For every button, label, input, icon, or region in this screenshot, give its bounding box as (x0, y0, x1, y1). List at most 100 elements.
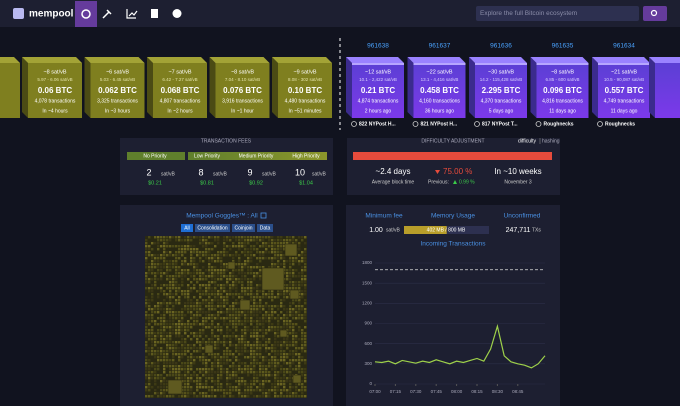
tx-square (247, 248, 250, 251)
tx-square (151, 317, 154, 320)
tx-square (145, 389, 148, 392)
fee-priority-label: Medium Priority (239, 153, 274, 159)
tx-square (277, 239, 280, 242)
tx-square (244, 350, 247, 353)
tx-square (184, 323, 187, 326)
tx-square (289, 275, 292, 278)
tx-square (274, 350, 277, 353)
tx-square (160, 245, 163, 248)
tx-square (205, 368, 208, 371)
tx-square (226, 311, 229, 314)
tx-square (181, 290, 184, 293)
tx-square (166, 332, 169, 335)
tx-square (271, 236, 274, 239)
tx-square (238, 323, 241, 326)
tx-square (292, 242, 295, 245)
tx-square (184, 374, 187, 377)
tx-square (304, 350, 307, 353)
tx-square (181, 365, 184, 368)
tx-square (178, 284, 181, 287)
tx-square (211, 287, 214, 290)
tx-square (241, 383, 244, 386)
tx-square (202, 251, 205, 254)
x-tick-label: 08:15 (471, 389, 483, 394)
tx-square (262, 335, 265, 338)
tx-square (220, 287, 223, 290)
brand[interactable]: mempool (29, 9, 74, 20)
tx-square (220, 359, 223, 362)
tx-square (193, 236, 196, 239)
tx-square (208, 389, 211, 392)
tx-square (208, 242, 211, 245)
nav-docs[interactable] (151, 9, 158, 18)
tx-square (217, 356, 220, 359)
tx-square (226, 251, 229, 254)
tx-square (265, 380, 268, 383)
tx-square (163, 386, 166, 389)
tx-square (190, 263, 193, 266)
tx-square (148, 254, 151, 257)
tx-square (241, 311, 244, 314)
tx-square (304, 248, 307, 251)
tx-square (211, 236, 214, 239)
tx-square (214, 326, 217, 329)
tx-square (244, 368, 247, 371)
tx-square (208, 323, 211, 326)
tx-square (196, 248, 199, 251)
tx-square (253, 287, 256, 290)
tx-square (274, 359, 277, 362)
goggles-filter[interactable] (181, 224, 193, 232)
logo[interactable] (13, 8, 24, 19)
tx-square (202, 260, 205, 263)
tx-square (205, 254, 208, 257)
tx-square (292, 236, 295, 239)
goggles-filter[interactable] (195, 224, 230, 232)
tx-square (163, 248, 166, 251)
tx-square (304, 332, 307, 335)
nav-icon (81, 9, 91, 19)
tx-square (292, 395, 295, 398)
tx-square (223, 350, 226, 353)
search-input[interactable] (476, 6, 639, 21)
tx-square (160, 323, 163, 326)
goggles-filter[interactable] (232, 224, 255, 232)
tx-square (187, 395, 190, 398)
tx-square (304, 302, 307, 305)
tx-square (178, 245, 181, 248)
nav-mining[interactable] (102, 9, 112, 19)
tx-square (178, 326, 181, 329)
tx-square (253, 293, 256, 296)
block-fee-range: 8.08 - 302 sat/vB (288, 77, 322, 82)
tx-square (247, 284, 250, 287)
tx-square (181, 281, 184, 284)
tx-square (160, 287, 163, 290)
nav-dashboard-active[interactable] (75, 1, 97, 27)
tx-square (244, 332, 247, 335)
tx-square (283, 386, 286, 389)
tx-square (244, 344, 247, 347)
tx-square (247, 341, 250, 344)
tx-square (301, 395, 304, 398)
goggles-filter[interactable] (257, 224, 273, 232)
nav-graphs[interactable] (126, 9, 138, 19)
tx-square (295, 353, 298, 356)
tx-square (229, 248, 232, 251)
tx-square (295, 281, 298, 284)
tx-square (283, 380, 286, 383)
stat-label: Unconfirmed (504, 213, 541, 220)
tx-square (157, 287, 160, 290)
tx-square (205, 245, 208, 248)
tx-square (148, 245, 151, 248)
tx-square (262, 293, 265, 296)
tx-square (256, 290, 259, 293)
tx-square (163, 317, 166, 320)
tx-square (226, 353, 229, 356)
tx-square (268, 242, 271, 245)
tx-square (232, 356, 235, 359)
tx-square (163, 290, 166, 293)
tx-square (232, 368, 235, 371)
search-button[interactable] (643, 6, 667, 21)
nav-about[interactable] (172, 9, 182, 18)
tx-square (304, 386, 307, 389)
tx-square (199, 278, 202, 281)
